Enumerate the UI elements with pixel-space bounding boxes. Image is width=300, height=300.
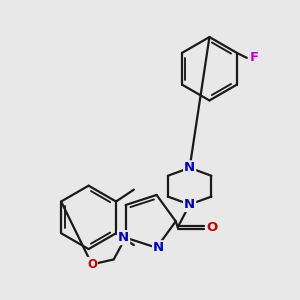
Text: N: N (184, 161, 195, 174)
Text: O: O (207, 221, 218, 234)
Text: N: N (153, 241, 164, 254)
Text: N: N (184, 198, 195, 211)
Text: N: N (118, 231, 129, 244)
Text: O: O (87, 258, 97, 271)
Text: F: F (250, 51, 259, 64)
